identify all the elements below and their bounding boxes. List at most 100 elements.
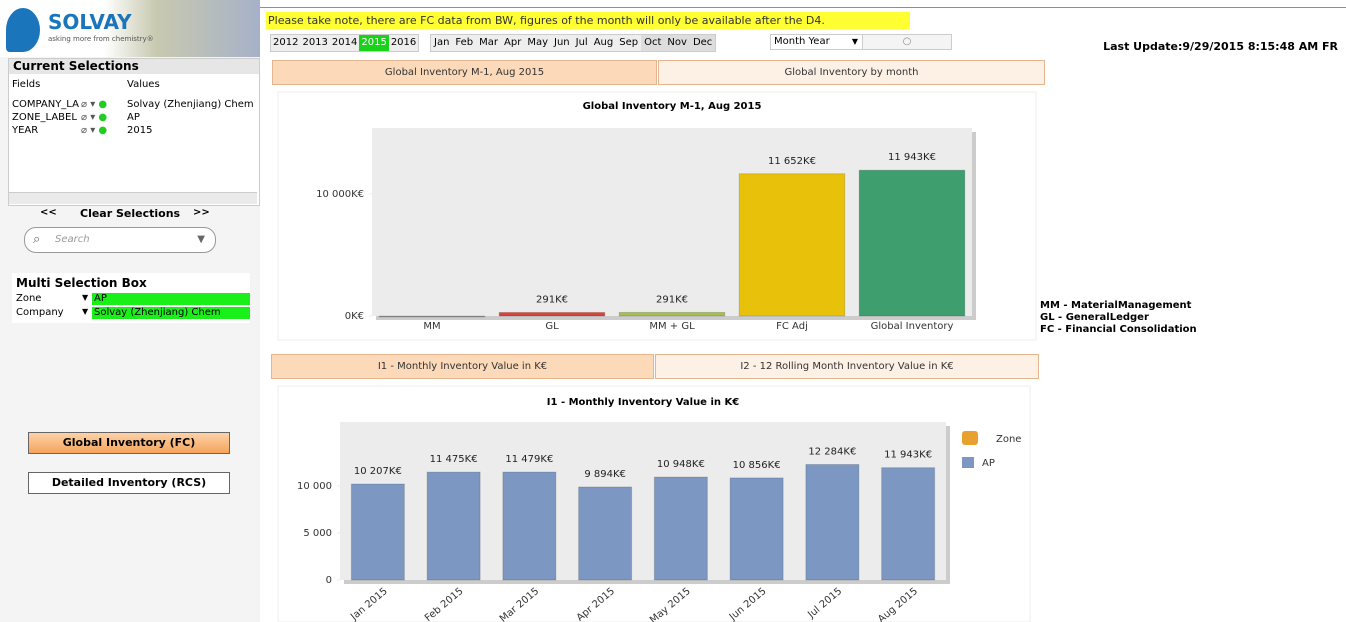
month[interactable]: Jun <box>554 37 570 48</box>
search-placeholder: Search <box>55 234 90 245</box>
x-tick-label: MM <box>423 321 440 332</box>
year[interactable]: 2013 <box>302 37 328 48</box>
value[interactable]: AP <box>92 293 250 305</box>
icons: ⌀ ▾ ● <box>81 99 108 110</box>
year[interactable]: 2016 <box>390 37 417 48</box>
value[interactable]: Solvay (Zhenjiang) Chem <box>92 307 250 319</box>
month[interactable]: Mar <box>479 37 499 48</box>
bar <box>578 486 633 581</box>
value: AP <box>127 112 140 123</box>
month[interactable]: Nov <box>664 35 690 51</box>
dropdown-label: Month Year <box>774 36 830 47</box>
year[interactable]: 2012 <box>273 37 299 48</box>
icons: ⌀ ▾ ● <box>81 125 108 136</box>
value-label: 291K€ <box>656 294 688 305</box>
month[interactable]: May <box>527 37 549 48</box>
x-tick-label: Global Inventory <box>871 321 954 332</box>
multi-selection: Multi Selection Box Zone ▼ AP Company ▼ Solva… <box>12 273 250 323</box>
field: YEAR <box>12 125 39 136</box>
x-tick-label: GL <box>545 321 559 332</box>
bar <box>729 477 784 581</box>
field: COMPANY_LA <box>12 99 79 110</box>
y-tick-label: 0 <box>326 575 332 586</box>
current-selections: Current Selections Fields Values COMPANY… <box>8 58 260 206</box>
global-inventory-button[interactable]: Global Inventory (FC) <box>28 432 230 454</box>
value-label: 9 894K€ <box>584 469 626 480</box>
value-label: 10 856K€ <box>733 460 781 471</box>
prev[interactable]: << <box>40 207 57 218</box>
bar <box>858 169 966 317</box>
month[interactable]: Jul <box>575 37 588 48</box>
field: Zone <box>16 293 42 304</box>
notice: Please take note, there are FC data from… <box>266 12 910 29</box>
slider[interactable]: ○ <box>862 34 952 50</box>
clear-selections[interactable]: Clear Selections <box>80 207 181 220</box>
value-label: 10 948K€ <box>657 459 705 470</box>
value-label: 11 943K€ <box>884 450 932 461</box>
value: Solvay (Zhenjiang) Chem <box>127 99 254 110</box>
bar <box>881 467 936 581</box>
month[interactable]: Oct <box>641 35 665 51</box>
bar <box>378 315 486 318</box>
value-label: 12 284K€ <box>808 446 856 457</box>
x-tick-label: MM + GL <box>649 321 695 332</box>
tab-label: Global Inventory by month <box>784 67 919 78</box>
note: FC - Financial Consolidation <box>1040 324 1197 335</box>
logo: SOLVAY <box>48 10 132 34</box>
year-list: 2012 2013 2014 2015 2016 <box>270 34 420 52</box>
bar <box>498 311 606 317</box>
note: GL - GeneralLedger <box>1040 312 1149 323</box>
icons: ⌀ ▾ ● <box>81 112 108 123</box>
y-tick-label: 0K€ <box>345 311 364 322</box>
month[interactable]: Jan <box>434 37 450 48</box>
detailed-inventory-button[interactable]: Detailed Inventory (RCS) <box>28 472 230 494</box>
tab[interactable]: Global Inventory M-1, Aug 2015 <box>272 60 657 85</box>
month[interactable]: Apr <box>504 37 522 48</box>
x-tick-label: FC Adj <box>776 321 808 332</box>
bar <box>618 311 726 317</box>
search-box[interactable]: ⌕ Search ▼ <box>24 227 216 253</box>
notes: MM - MaterialManagement GL - GeneralLedg… <box>1040 300 1197 336</box>
y-tick-label: 10 000K€ <box>316 189 364 200</box>
tab-label: I2 - 12 Rolling Month Inventory Value in… <box>740 361 954 372</box>
month-list: Jan Feb Mar Apr May Jun Jul Aug Sep Oct Nov Dec <box>430 34 717 52</box>
year[interactable]: 2014 <box>331 37 358 48</box>
year[interactable]: 2015 <box>359 35 389 51</box>
month[interactable]: Sep <box>619 37 639 48</box>
value-label: 11 479K€ <box>505 454 553 465</box>
left-panel: Current Selections Fields Values COMPANY… <box>0 57 260 622</box>
col-header: Fields <box>12 79 41 90</box>
month[interactable]: Feb <box>455 37 474 48</box>
tab-label: Global Inventory M-1, Aug 2015 <box>384 67 545 78</box>
logo-icon <box>6 8 40 52</box>
tab[interactable]: Global Inventory by month <box>658 60 1045 85</box>
tab[interactable]: I1 - Monthly Inventory Value in K€ <box>271 354 654 379</box>
legend-swatch <box>962 457 974 468</box>
legend-title: Zone <box>996 434 1021 445</box>
bar <box>805 463 860 581</box>
value: 2015 <box>127 125 153 136</box>
col-header: Values <box>127 79 160 90</box>
chart-title: Global Inventory M-1, Aug 2015 <box>583 101 762 112</box>
next[interactable]: >> <box>193 207 210 218</box>
bar <box>350 483 405 581</box>
month[interactable]: Dec <box>689 35 716 51</box>
multi-title: Multi Selection Box <box>16 276 147 290</box>
value-label: 10 207K€ <box>354 466 402 477</box>
field: Company <box>16 307 64 318</box>
field: ZONE_LABEL <box>12 112 77 123</box>
tab[interactable]: I2 - 12 Rolling Month Inventory Value in… <box>655 354 1039 379</box>
bar <box>738 173 846 317</box>
button-label: Detailed Inventory (RCS) <box>51 476 207 489</box>
month[interactable]: Aug <box>593 37 614 48</box>
panel-title: Current Selections <box>9 59 259 74</box>
arrow: ▼ <box>82 293 89 302</box>
last-update: Last Update:9/29/2015 8:15:48 AM FR <box>1103 40 1338 53</box>
bar <box>502 471 557 581</box>
bar <box>653 476 708 581</box>
scrollbar[interactable] <box>9 192 257 204</box>
value-label: 11 652K€ <box>768 156 816 167</box>
chart-title: I1 - Monthly Inventory Value in K€ <box>547 397 739 408</box>
arrow: ▼ <box>82 307 89 316</box>
